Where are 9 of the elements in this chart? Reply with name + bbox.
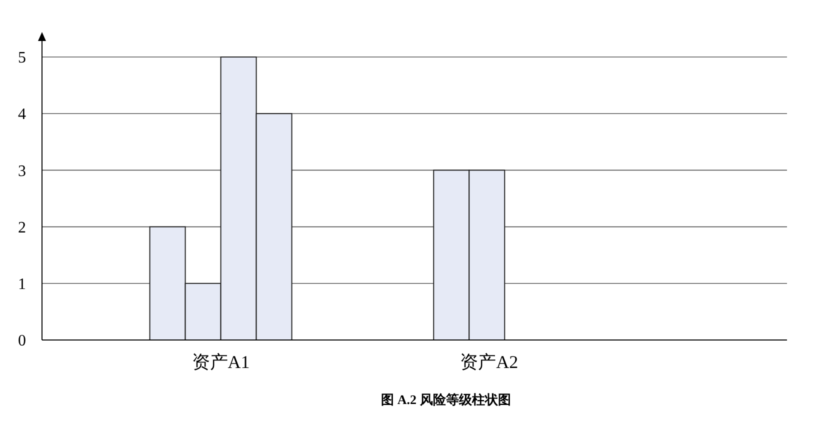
y-tick-label: 0: [18, 332, 26, 350]
y-tick-label: 1: [18, 276, 26, 293]
y-tick-label: 4: [18, 106, 26, 124]
x-tick-label: 资产A1: [192, 352, 250, 372]
y-tick-label: 5: [18, 50, 26, 67]
text: 图 A.2 风险等级柱状图: [381, 392, 511, 407]
y-tick-label: 3: [18, 162, 26, 180]
x-tick-label: 资产A2: [460, 352, 518, 372]
y-tick-label: 2: [18, 219, 26, 236]
